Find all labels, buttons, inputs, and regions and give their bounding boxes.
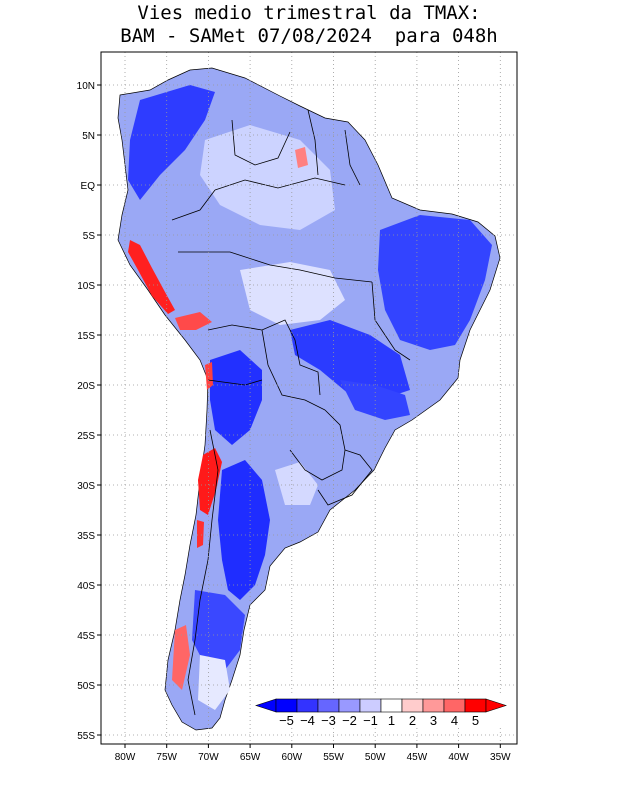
red-patch-chile-central xyxy=(197,520,204,548)
lat-tick-label: 20S xyxy=(77,381,95,392)
latitude-axis: 10N 5N EQ 5S 10S 15S 20S 25S 30S 35S 40S 45S 50S 55S xyxy=(77,81,101,742)
colorbar-label: −1 xyxy=(363,713,378,728)
lon-tick-label: 40W xyxy=(448,752,469,763)
red-patch-guyana xyxy=(295,147,308,168)
blue-patch-northwest xyxy=(128,85,215,200)
blue-patch-patagonia xyxy=(192,590,245,670)
colorbar-label: 4 xyxy=(451,713,458,728)
map-frame xyxy=(100,51,518,745)
colorbar-swatch xyxy=(359,698,382,713)
colorbar-swatch xyxy=(380,698,403,713)
colorbar-swatch xyxy=(338,698,361,713)
lat-tick-label: 55S xyxy=(77,731,95,742)
lon-tick-label: 65W xyxy=(240,752,261,763)
light-patch-2 xyxy=(240,262,345,325)
red-patch-peru-2 xyxy=(175,312,212,330)
lat-tick-label: 40S xyxy=(77,581,95,592)
red-patch-chile-south xyxy=(172,625,190,690)
lat-tick-label: 5S xyxy=(83,231,96,242)
colorbar-swatch xyxy=(401,698,424,713)
colorbar: −5 −4 −3 −2 −1 1 2 3 4 5 xyxy=(252,696,514,728)
blue-patch-south xyxy=(218,460,270,600)
map-gridlines xyxy=(101,52,517,744)
lat-tick-label: 10N xyxy=(77,81,95,92)
lon-tick-label: 80W xyxy=(115,752,136,763)
red-patch-atacama xyxy=(198,448,222,515)
light-patch-3 xyxy=(198,655,230,710)
lat-tick-label: 45S xyxy=(77,631,95,642)
title-line-1: Vies medio trimestral da TMAX: xyxy=(137,2,481,24)
light-patch-4 xyxy=(275,462,318,505)
colorbar-swatch xyxy=(317,698,340,713)
colorbar-over-arrow xyxy=(485,698,507,713)
red-patch-coast-north xyxy=(205,362,213,390)
lat-tick-label: 5N xyxy=(82,131,95,142)
title-line-2: BAM - SAMet 07/08/2024 para 048h xyxy=(120,25,498,47)
colorbar-label: −2 xyxy=(342,713,357,728)
lat-tick-label: 25S xyxy=(77,431,95,442)
colorbar-label: −3 xyxy=(321,713,336,728)
colorbar-swatch xyxy=(464,698,487,713)
blue-patch-amazon xyxy=(378,215,492,350)
colorbar-label: 2 xyxy=(409,713,416,728)
colorbar-label: 5 xyxy=(472,713,479,728)
colorbar-label: −5 xyxy=(279,713,294,728)
lon-tick-label: 60W xyxy=(282,752,303,763)
blue-patch-center xyxy=(290,320,410,400)
lat-tick-label: 10S xyxy=(77,281,95,292)
colorbar-swatch xyxy=(296,698,319,713)
lon-tick-label: 50W xyxy=(365,752,386,763)
colorbar-swatch xyxy=(275,698,298,713)
longitude-axis: 80W 75W 70W 65W 60W 55W 50W 45W 40W 35W xyxy=(115,744,511,763)
blue-patch-chaco xyxy=(210,350,262,445)
country-borders xyxy=(171,109,411,716)
lat-tick-label: EQ xyxy=(81,181,96,192)
map-content xyxy=(117,67,501,731)
lat-tick-label: 50S xyxy=(77,681,95,692)
lon-tick-label: 70W xyxy=(198,752,219,763)
map-title: Vies medio trimestral da TMAX: BAM - SAM… xyxy=(0,2,618,48)
red-patch-peru xyxy=(128,240,175,314)
colorbar-swatch xyxy=(422,698,445,713)
colorbar-label: −4 xyxy=(300,713,315,728)
lon-tick-label: 45W xyxy=(407,752,428,763)
lat-tick-label: 35S xyxy=(77,531,95,542)
lat-tick-label: 30S xyxy=(77,481,95,492)
colorbar-label: 1 xyxy=(388,713,395,728)
lon-tick-label: 55W xyxy=(323,752,344,763)
lon-tick-label: 75W xyxy=(156,752,177,763)
colorbar-label: 3 xyxy=(430,713,437,728)
lat-tick-label: 15S xyxy=(77,331,95,342)
colorbar-swatch xyxy=(443,698,466,713)
lon-tick-label: 35W xyxy=(490,752,511,763)
